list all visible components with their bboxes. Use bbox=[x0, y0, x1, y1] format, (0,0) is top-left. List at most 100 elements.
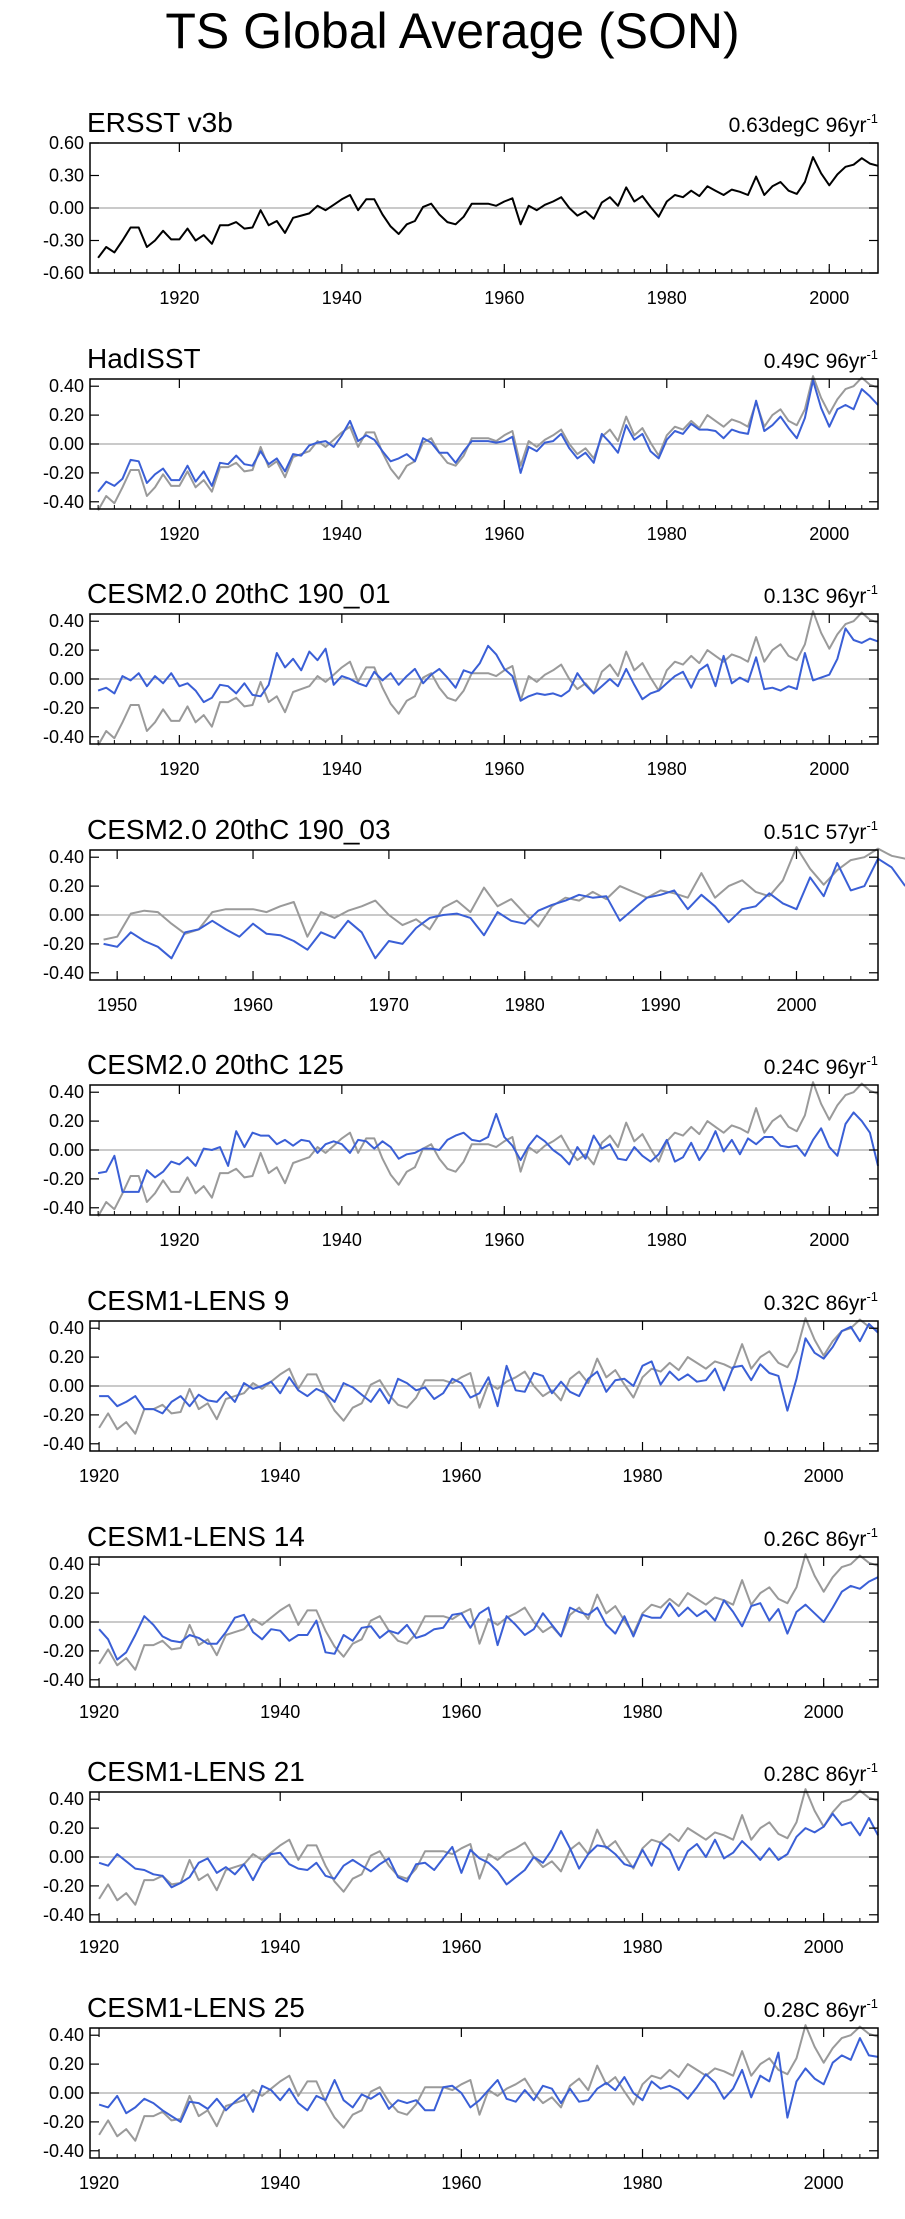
x-tick-label: 1920 bbox=[159, 1230, 199, 1250]
figure-title: TS Global Average (SON) bbox=[165, 3, 740, 59]
series-line bbox=[103, 857, 905, 960]
y-tick-label: 0.00 bbox=[49, 2083, 84, 2103]
x-tick-label: 1960 bbox=[233, 995, 273, 1015]
y-tick-label: 0.00 bbox=[49, 1376, 84, 1396]
y-tick-label: 0.40 bbox=[49, 1554, 84, 1574]
y-tick-label: -0.20 bbox=[43, 934, 84, 954]
x-tick-label: 2000 bbox=[809, 759, 849, 779]
y-tick-label: -0.40 bbox=[43, 2141, 84, 2161]
chart-panel: ERSST v3b 0.63degC 96yr-1 -0.60 -0.30 0.00 0.… bbox=[43, 107, 879, 308]
y-tick-label: 0.20 bbox=[49, 2054, 84, 2074]
x-tick-label: 1960 bbox=[484, 759, 524, 779]
y-tick-label: 0.00 bbox=[49, 1140, 84, 1160]
y-tick-label: 0.00 bbox=[49, 198, 84, 218]
y-tick-label: 0.20 bbox=[49, 405, 84, 425]
chart-panel: CESM1-LENS 14 0.26C 86yr-1 -0.40 -0.20 0.00 0… bbox=[43, 1521, 879, 1722]
x-tick-label: 1920 bbox=[159, 288, 199, 308]
x-tick-label: 1940 bbox=[322, 1230, 362, 1250]
x-tick-label: 2000 bbox=[809, 524, 849, 544]
panel-title: CESM1-LENS 25 bbox=[87, 1992, 305, 2023]
y-tick-label: 0.00 bbox=[49, 1612, 84, 1632]
y-tick-label: -0.40 bbox=[43, 1434, 84, 1454]
y-tick-label: -0.20 bbox=[43, 2112, 84, 2132]
series-line bbox=[98, 1812, 879, 1889]
y-tick-label: -0.40 bbox=[43, 963, 84, 983]
y-tick-label: -0.20 bbox=[43, 463, 84, 483]
x-tick-label: 1960 bbox=[441, 1702, 481, 1722]
chart-panel: CESM1-LENS 21 0.28C 86yr-1 -0.40 -0.20 0.00 0… bbox=[43, 1756, 879, 1957]
x-tick-label: 1940 bbox=[260, 1937, 300, 1957]
x-tick-label: 1960 bbox=[441, 1937, 481, 1957]
x-tick-label: 1980 bbox=[505, 995, 545, 1015]
x-tick-label: 1940 bbox=[260, 1702, 300, 1722]
x-tick-label: 2000 bbox=[804, 1466, 844, 1486]
panel-title: CESM1-LENS 14 bbox=[87, 1521, 305, 1552]
x-tick-label: 1980 bbox=[647, 759, 687, 779]
y-tick-label: 0.00 bbox=[49, 905, 84, 925]
x-tick-label: 1920 bbox=[79, 1466, 119, 1486]
y-tick-label: 0.00 bbox=[49, 1847, 84, 1867]
series-line bbox=[98, 1553, 879, 1671]
x-tick-label: 1980 bbox=[647, 1230, 687, 1250]
y-tick-label: -0.20 bbox=[43, 1641, 84, 1661]
x-tick-label: 1980 bbox=[622, 1466, 662, 1486]
y-tick-label: -0.40 bbox=[43, 1198, 84, 1218]
x-tick-label: 2000 bbox=[809, 288, 849, 308]
chart-panel: CESM2.0 20thC 190_03 0.51C 57yr-1 -0.40 -0.… bbox=[43, 814, 905, 1015]
x-tick-label: 1920 bbox=[79, 2173, 119, 2193]
panel-trend-label: 0.63degC 96yr-1 bbox=[729, 111, 878, 137]
series-line bbox=[98, 2024, 879, 2142]
panel-trend-label: 0.24C 96yr-1 bbox=[764, 1053, 878, 1079]
y-tick-label: 0.60 bbox=[49, 133, 84, 153]
series-line bbox=[97, 610, 879, 746]
series-line bbox=[103, 846, 905, 941]
y-tick-label: 0.40 bbox=[49, 1082, 84, 1102]
series-line bbox=[97, 379, 879, 493]
panel-trend-label: 0.49C 96yr-1 bbox=[764, 347, 878, 373]
x-tick-label: 1940 bbox=[260, 2173, 300, 2193]
series-line bbox=[98, 2037, 879, 2123]
y-tick-label: -0.30 bbox=[43, 231, 84, 251]
series-line bbox=[97, 1081, 879, 1217]
y-tick-label: 0.40 bbox=[49, 611, 84, 631]
series-line bbox=[99, 1322, 879, 1415]
panel-trend-label: 0.13C 96yr-1 bbox=[764, 582, 878, 608]
y-tick-label: 0.30 bbox=[49, 166, 84, 186]
series-line bbox=[98, 1788, 879, 1906]
x-tick-label: 2000 bbox=[776, 995, 816, 1015]
y-tick-label: 0.00 bbox=[49, 669, 84, 689]
y-tick-label: -0.40 bbox=[43, 1905, 84, 1925]
chart-panel: CESM1-LENS 25 0.28C 86yr-1 -0.40 -0.20 0.00 0… bbox=[43, 1992, 879, 2193]
x-tick-label: 1960 bbox=[441, 1466, 481, 1486]
x-tick-label: 2000 bbox=[809, 1230, 849, 1250]
x-tick-label: 1940 bbox=[322, 288, 362, 308]
y-tick-label: -0.40 bbox=[43, 492, 84, 512]
panel-title: CESM2.0 20thC 190_01 bbox=[87, 578, 391, 609]
x-tick-label: 1920 bbox=[159, 759, 199, 779]
series-line bbox=[97, 1111, 879, 1193]
y-tick-label: 0.20 bbox=[49, 1583, 84, 1603]
panel-title: CESM1-LENS 21 bbox=[87, 1756, 305, 1787]
x-tick-label: 1950 bbox=[97, 995, 137, 1015]
y-tick-label: -0.20 bbox=[43, 1169, 84, 1189]
panel-trend-label: 0.26C 86yr-1 bbox=[764, 1525, 878, 1551]
y-tick-label: 0.40 bbox=[49, 1318, 84, 1338]
y-tick-label: 0.40 bbox=[49, 847, 84, 867]
x-tick-label: 1990 bbox=[641, 995, 681, 1015]
y-tick-label: 0.00 bbox=[49, 434, 84, 454]
series-line bbox=[98, 1576, 879, 1661]
series-line bbox=[98, 1317, 879, 1435]
y-tick-label: -0.20 bbox=[43, 1876, 84, 1896]
y-tick-label: -0.60 bbox=[43, 263, 84, 283]
y-tick-label: 0.20 bbox=[49, 1111, 84, 1131]
panel-title: HadISST bbox=[87, 343, 201, 374]
x-tick-label: 2000 bbox=[804, 2173, 844, 2193]
chart-panel: CESM2.0 20thC 125 0.24C 96yr-1 -0.40 -0.20 0… bbox=[43, 1049, 879, 1250]
chart-panel: CESM2.0 20thC 190_01 0.13C 96yr-1 -0.40 -0.… bbox=[43, 578, 879, 779]
panel-title: CESM2.0 20thC 125 bbox=[87, 1049, 344, 1080]
y-tick-label: 0.20 bbox=[49, 1818, 84, 1838]
series-line bbox=[97, 375, 879, 511]
chart-panel: CESM1-LENS 9 0.32C 86yr-1 -0.40 -0.20 0.00 0.… bbox=[43, 1285, 879, 1486]
y-tick-label: 0.40 bbox=[49, 376, 84, 396]
